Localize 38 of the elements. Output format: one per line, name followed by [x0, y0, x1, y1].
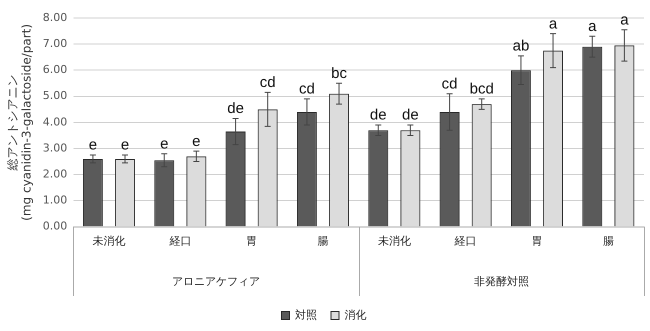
y-tick-label: 2.00	[42, 167, 68, 180]
text: アロニアケフィア	[172, 274, 260, 288]
data-label: bc	[331, 64, 348, 82]
data-label: cd	[260, 74, 276, 92]
x-tick-label: 未消化	[378, 234, 411, 248]
y-tick-label: 7.00	[42, 36, 68, 50]
y-tick-label: 1.00	[42, 194, 68, 207]
data-label: a	[548, 15, 558, 32]
text: 非発酵対照	[474, 274, 529, 288]
legend-label: 対照	[295, 308, 317, 322]
data-label: bcd	[470, 80, 494, 98]
x-tick-label: 腸	[317, 234, 328, 248]
data-label: de	[227, 100, 244, 118]
y-tick-label: 4.00	[42, 115, 68, 128]
y-tick-label: 5.00	[42, 89, 68, 102]
x-tick-label: 未消化	[92, 234, 126, 248]
x-tick-label: 経口	[454, 234, 477, 248]
y-tick-label: 0.00	[42, 220, 68, 233]
data-label: a	[588, 18, 598, 35]
y-tick-label: 8.00	[42, 10, 68, 24]
y-axis-title: 総アントシアニン (mg cyanidin-3-galactoside/part)	[5, 24, 34, 221]
y-tick-label: 3.00	[42, 141, 68, 154]
legend-label: 消化	[344, 308, 366, 322]
x-tick-label: 胃	[246, 234, 258, 248]
data-label: cd	[442, 75, 458, 92]
data-label: e	[192, 132, 201, 150]
data-label: de	[370, 106, 387, 124]
data-label: e	[88, 136, 98, 154]
x-tick-label: 経口	[168, 234, 192, 248]
x-tick-label: 腸	[602, 234, 614, 248]
data-label: cd	[299, 80, 315, 98]
data-label: ab	[512, 37, 530, 54]
x-tick-label: 胃	[531, 234, 542, 248]
data-label: e	[120, 136, 130, 154]
data-label: de	[402, 106, 419, 124]
data-label: e	[160, 135, 168, 152]
data-label: a	[620, 11, 630, 28]
y-tick-label: 6.00	[42, 63, 68, 76]
